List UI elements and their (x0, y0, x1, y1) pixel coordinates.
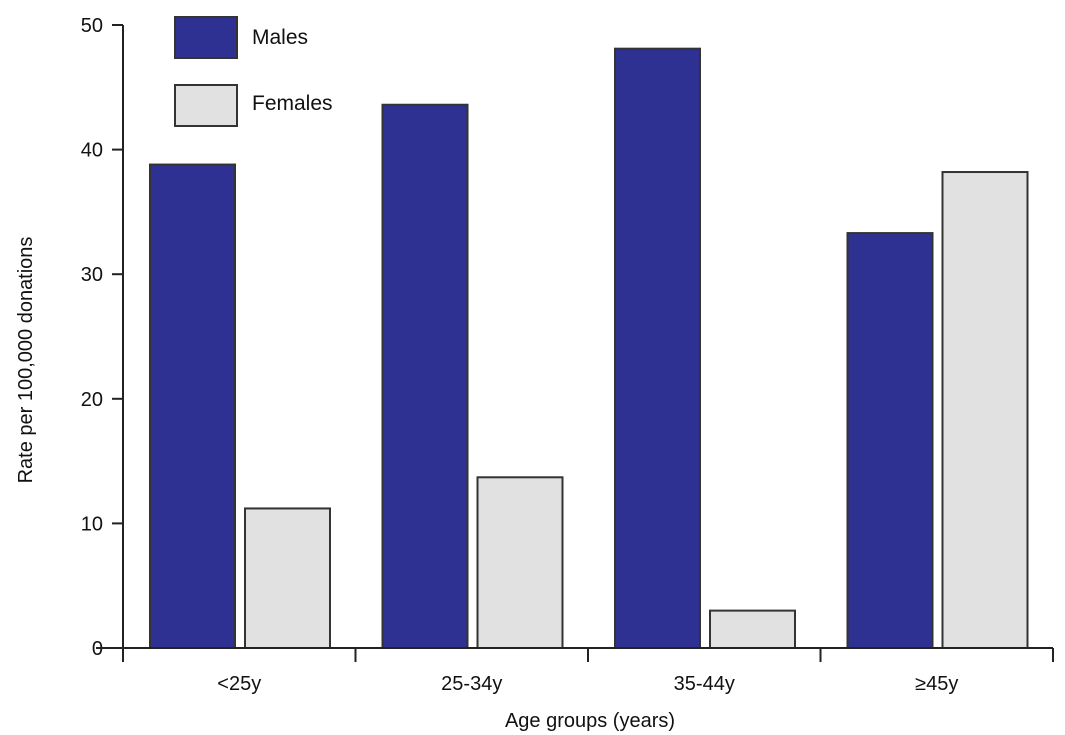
legend-label-females: Females (252, 92, 333, 115)
bars-layer (149, 47, 1029, 649)
bar-females-3 (941, 171, 1029, 649)
bar-males-1 (381, 103, 469, 649)
bar-females-2 (709, 609, 796, 649)
x-tick-label-3: ≥45y (915, 673, 958, 695)
legend-swatch-females (174, 84, 238, 127)
y-tick-label-30: 30 (81, 264, 103, 286)
bar-males-2 (614, 47, 701, 649)
x-axis: <25y 25-34y 35-44y ≥45y (96, 647, 1054, 695)
x-tick-label-1: 25-34y (441, 673, 502, 695)
legend: Males Females (174, 16, 333, 127)
y-tick-label-10: 10 (81, 513, 103, 535)
x-tick-label-2: 35-44y (674, 673, 735, 695)
y-axis-title: Rate per 100,000 donations (15, 237, 37, 484)
x-axis-title: Age groups (years) (505, 710, 675, 732)
bar-females-1 (476, 476, 564, 649)
bar-males-3 (846, 232, 934, 649)
legend-label-males: Males (252, 26, 308, 49)
bar-females-0 (244, 507, 331, 649)
y-tick-label-40: 40 (81, 140, 103, 162)
legend-swatch-males (174, 16, 238, 59)
y-tick-label-20: 20 (81, 389, 103, 411)
x-tick-label-0: <25y (217, 673, 261, 695)
y-tick-label-50: 50 (81, 15, 103, 37)
y-axis: 01020304050 (81, 15, 124, 660)
bar-males-0 (149, 163, 236, 649)
